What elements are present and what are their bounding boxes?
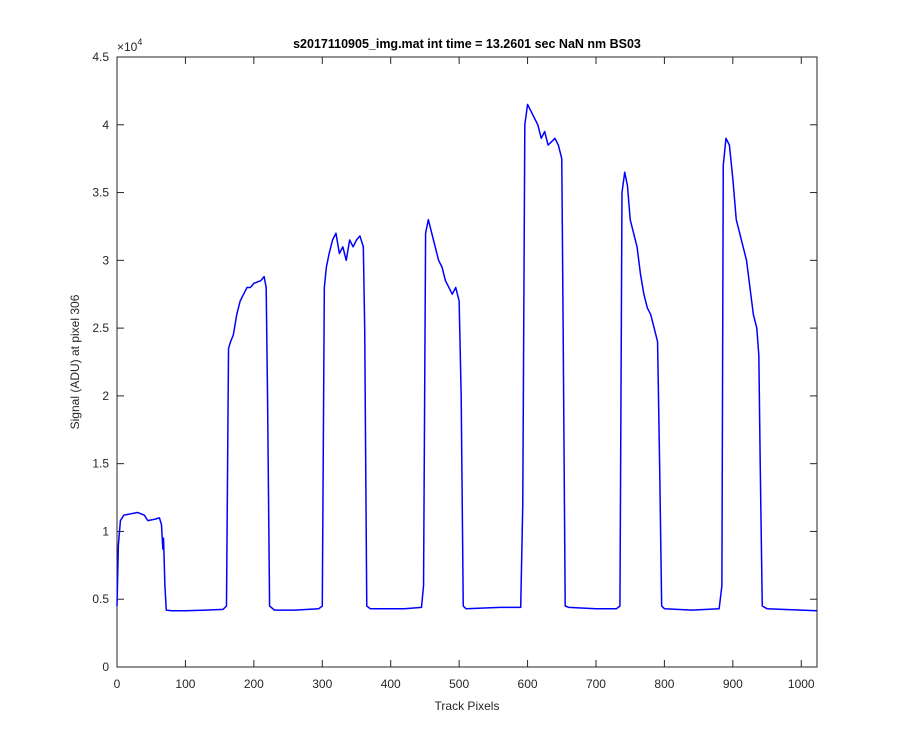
x-tick-label: 600 (518, 677, 538, 691)
x-tick-label: 800 (654, 677, 674, 691)
y-tick-label: 4.5 (92, 50, 109, 64)
x-tick-label: 700 (586, 677, 606, 691)
y-exponent: ×104 (117, 37, 142, 54)
chart-title: s2017110905_img.mat int time = 13.2601 s… (293, 37, 641, 51)
axes-box (116, 56, 818, 668)
y-tick-label: 1 (102, 524, 109, 538)
y-tick-label: 0 (102, 660, 109, 674)
x-tick-label: 100 (175, 677, 195, 691)
x-axis-label: Track Pixels (435, 699, 500, 713)
x-tick-label: 300 (312, 677, 332, 691)
y-tick-label: 4 (102, 118, 109, 132)
y-tick-label: 3 (102, 253, 109, 267)
x-tick-label: 500 (449, 677, 469, 691)
y-axis-label: Signal (ADU) at pixel 306 (68, 294, 82, 429)
y-tick-label: 3.5 (92, 186, 109, 200)
y-tick-label: 2.5 (92, 321, 109, 335)
x-tick-label: 900 (723, 677, 743, 691)
y-tick-label: 0.5 (92, 592, 109, 606)
x-tick-label: 200 (244, 677, 264, 691)
exponent-base: ×10 (117, 40, 138, 54)
y-tick-label: 1.5 (92, 457, 109, 471)
x-tick-label: 400 (381, 677, 401, 691)
y-tick-label: 2 (102, 389, 109, 403)
data-line (116, 103, 818, 612)
x-tick-label: 1000 (788, 677, 815, 691)
x-tick-label: 0 (114, 677, 121, 691)
exponent-power: 4 (137, 37, 142, 47)
